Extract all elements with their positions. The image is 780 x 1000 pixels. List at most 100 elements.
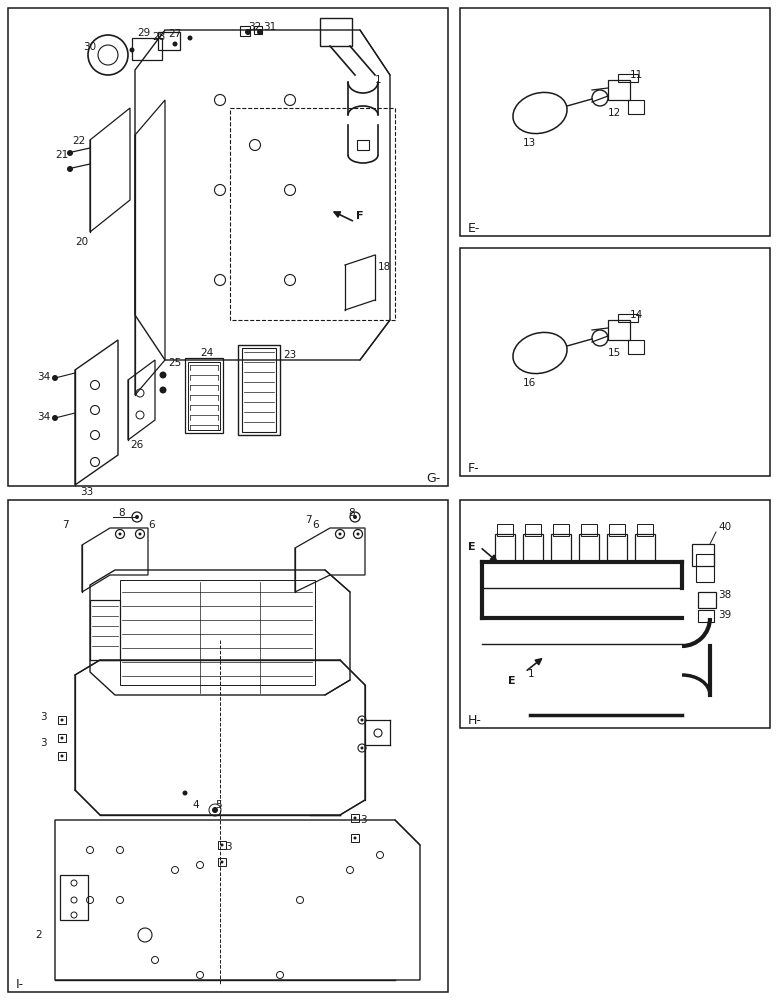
Circle shape [360, 746, 363, 750]
Text: 26: 26 [130, 440, 144, 450]
Text: 18: 18 [378, 262, 392, 272]
Bar [637, 524, 653, 536]
Circle shape [129, 47, 134, 52]
Bar [628, 100, 644, 114]
Bar [460, 248, 770, 476]
Bar [230, 108, 395, 320]
Bar [628, 340, 644, 354]
Circle shape [212, 807, 218, 813]
Text: 12: 12 [608, 108, 621, 118]
Circle shape [67, 150, 73, 156]
Text: I-: I- [16, 978, 24, 991]
Circle shape [353, 816, 356, 820]
Text: 2: 2 [35, 930, 41, 940]
Text: 5: 5 [215, 800, 222, 810]
Bar [242, 348, 276, 432]
Bar [553, 524, 569, 536]
Bar [579, 534, 599, 562]
Text: 22: 22 [72, 136, 85, 146]
Text: E-: E- [468, 222, 480, 235]
Bar [120, 580, 315, 685]
Circle shape [356, 532, 360, 536]
Text: 3: 3 [40, 712, 47, 722]
Text: 33: 33 [80, 487, 94, 497]
Bar [497, 524, 513, 536]
Circle shape [52, 415, 58, 421]
Text: 24: 24 [200, 348, 213, 358]
Bar [608, 320, 630, 340]
Circle shape [159, 371, 166, 378]
Circle shape [187, 35, 193, 40]
Bar [320, 18, 352, 46]
Text: 34: 34 [37, 412, 50, 422]
Bar [188, 362, 220, 430]
Text: 29: 29 [137, 28, 151, 38]
Circle shape [135, 515, 139, 519]
Bar [58, 752, 66, 760]
Text: 40: 40 [718, 522, 731, 532]
Text: 1: 1 [375, 75, 381, 85]
Bar [60, 875, 88, 920]
Text: 34: 34 [37, 372, 50, 382]
Circle shape [52, 375, 58, 381]
Text: 27: 27 [168, 29, 181, 39]
Circle shape [353, 836, 356, 840]
Bar [608, 80, 630, 100]
Circle shape [339, 532, 342, 536]
Bar [698, 592, 716, 608]
Bar [132, 38, 162, 60]
Text: 39: 39 [718, 610, 732, 620]
Text: 23: 23 [283, 350, 296, 360]
Circle shape [221, 860, 224, 863]
Text: 32: 32 [248, 22, 261, 32]
Text: 15: 15 [608, 348, 621, 358]
Text: 7: 7 [305, 515, 312, 525]
Bar [158, 32, 180, 50]
Bar [618, 314, 638, 322]
Bar [8, 8, 448, 486]
Text: 38: 38 [718, 590, 732, 600]
Bar [90, 600, 120, 660]
Text: 31: 31 [263, 22, 276, 32]
Bar [607, 534, 627, 562]
Circle shape [67, 166, 73, 172]
Text: 6: 6 [312, 520, 318, 530]
Bar [618, 74, 638, 82]
Circle shape [139, 532, 141, 536]
Text: 16: 16 [523, 378, 537, 388]
Bar [357, 140, 369, 150]
Bar [218, 858, 226, 866]
Text: 30: 30 [83, 42, 96, 52]
Text: 3: 3 [225, 842, 232, 852]
Text: G-: G- [426, 472, 440, 485]
Bar [609, 524, 625, 536]
Circle shape [183, 790, 187, 796]
Text: 4: 4 [192, 800, 199, 810]
Circle shape [353, 515, 357, 519]
Circle shape [360, 718, 363, 722]
Bar [523, 534, 543, 562]
Circle shape [172, 41, 178, 46]
Circle shape [61, 718, 63, 722]
Bar [351, 834, 359, 842]
Text: 28: 28 [152, 32, 165, 42]
Circle shape [61, 736, 63, 740]
Text: 13: 13 [523, 138, 537, 148]
Bar [218, 841, 226, 849]
Text: E: E [468, 542, 476, 552]
Text: H-: H- [468, 714, 482, 727]
Bar [254, 26, 262, 34]
Bar [185, 358, 223, 433]
Text: 1: 1 [528, 669, 534, 679]
Bar [495, 534, 515, 562]
Text: 3: 3 [360, 815, 367, 825]
Bar [238, 345, 280, 435]
Circle shape [257, 29, 263, 35]
Bar [460, 500, 770, 728]
Bar [696, 554, 714, 582]
Bar [58, 734, 66, 742]
Text: 8: 8 [118, 508, 125, 518]
Circle shape [159, 386, 166, 393]
Bar [240, 26, 250, 36]
Bar [698, 610, 714, 622]
